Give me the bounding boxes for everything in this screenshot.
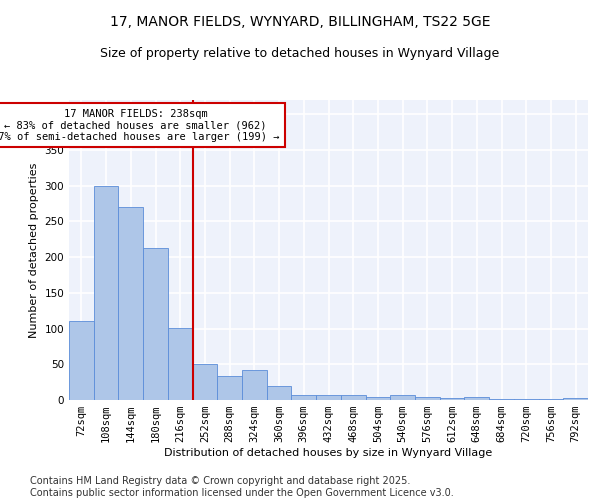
Text: Size of property relative to detached houses in Wynyard Village: Size of property relative to detached ho… (100, 48, 500, 60)
Bar (193, 364, 217, 400)
Bar (168, 328, 193, 400)
Bar (118, 207, 143, 400)
Bar (292, 395, 316, 400)
Bar (390, 395, 415, 400)
Bar (267, 386, 292, 400)
Text: Contains HM Land Registry data © Crown copyright and database right 2025.
Contai: Contains HM Land Registry data © Crown c… (30, 476, 454, 498)
Bar (242, 370, 267, 400)
Bar (415, 397, 440, 400)
X-axis label: Distribution of detached houses by size in Wynyard Village: Distribution of detached houses by size … (164, 448, 493, 458)
Bar (316, 395, 341, 400)
Bar (69, 322, 94, 400)
Bar (464, 397, 489, 400)
Y-axis label: Number of detached properties: Number of detached properties (29, 162, 39, 338)
Text: 17 MANOR FIELDS: 238sqm
← 83% of detached houses are smaller (962)
17% of semi-d: 17 MANOR FIELDS: 238sqm ← 83% of detache… (0, 108, 280, 142)
Text: 17, MANOR FIELDS, WYNYARD, BILLINGHAM, TS22 5GE: 17, MANOR FIELDS, WYNYARD, BILLINGHAM, T… (110, 15, 490, 29)
Bar (341, 395, 365, 400)
Bar (143, 248, 168, 400)
Bar (440, 398, 464, 400)
Bar (94, 186, 118, 400)
Bar (563, 398, 588, 400)
Bar (365, 397, 390, 400)
Bar (217, 376, 242, 400)
